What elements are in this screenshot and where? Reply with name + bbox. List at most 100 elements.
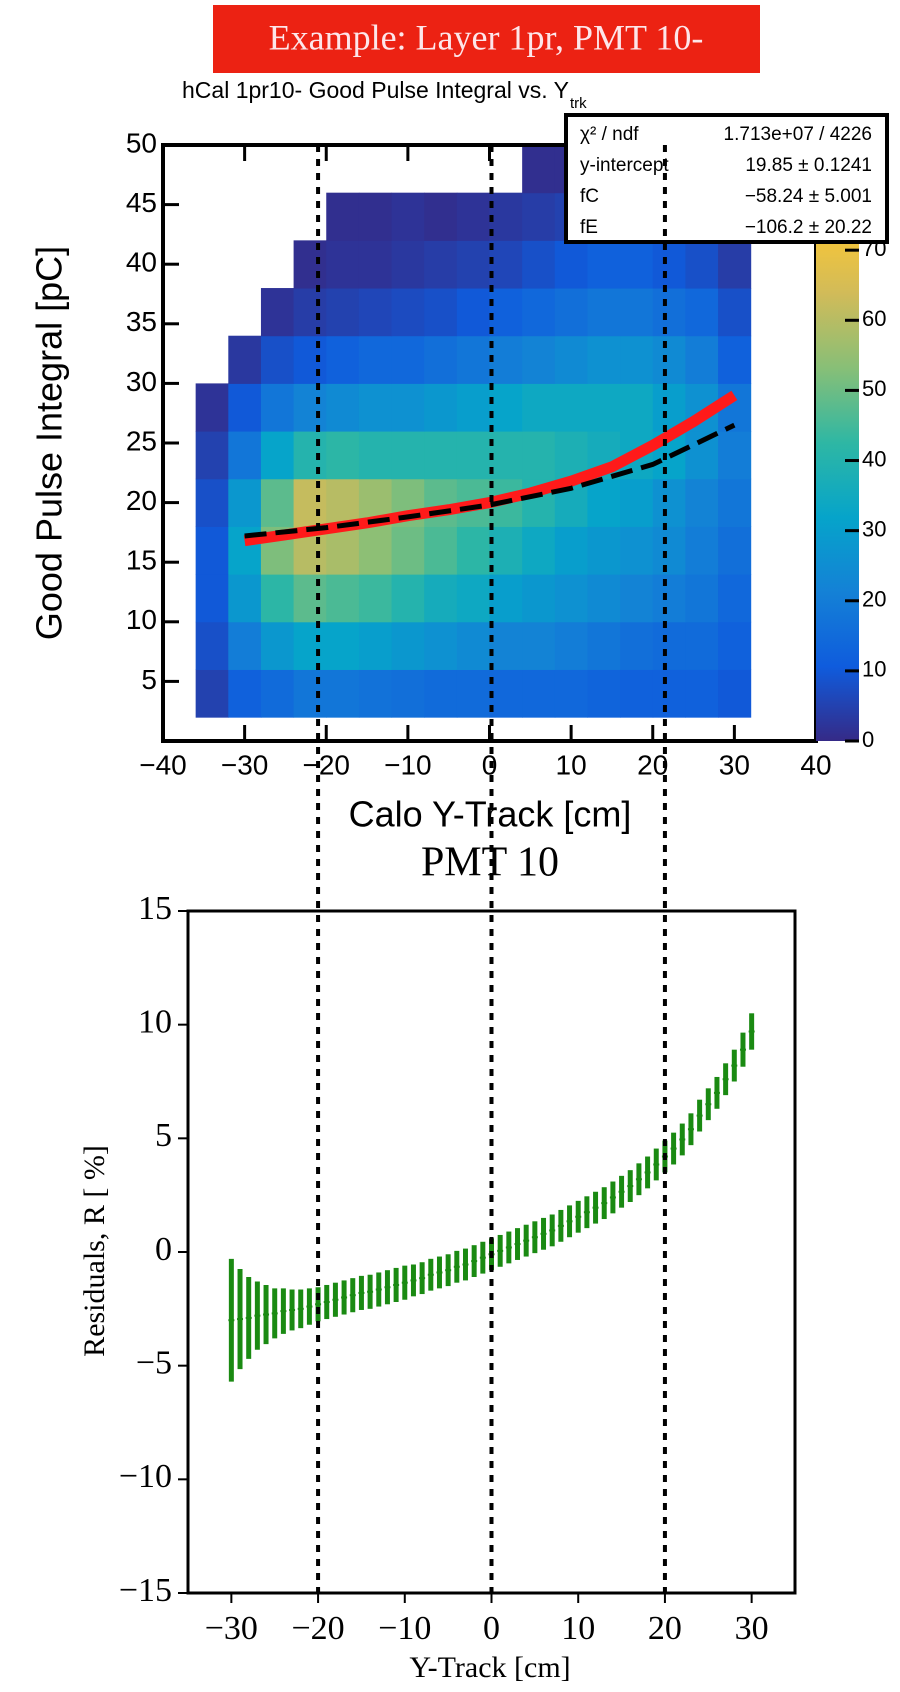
heatmap-cell — [424, 335, 458, 384]
z-tick-label: 10 — [862, 657, 886, 682]
heatmap-cell — [522, 335, 556, 384]
x-tick-label: −10 — [378, 1610, 431, 1647]
heatmap-cell — [456, 335, 490, 384]
heatmap-cell — [620, 621, 654, 670]
heatmap-cell — [391, 431, 425, 480]
heatmap-cell — [652, 478, 686, 527]
heatmap-cell — [424, 240, 458, 289]
heatmap-cell — [522, 145, 556, 194]
chart-title-subscript: trk — [570, 95, 587, 112]
y-tick-label: 20 — [126, 485, 157, 516]
x-axis-label: Y-Track [cm] — [409, 1651, 570, 1684]
heatmap-cell — [587, 288, 621, 337]
heatmap-cell — [424, 574, 458, 623]
heatmap-cell — [358, 288, 393, 337]
y-tick-label: 40 — [126, 247, 157, 278]
heatmap-cell — [195, 526, 229, 575]
heatmap-cell — [358, 526, 393, 575]
heatmap-cell — [718, 478, 752, 527]
heatmap-cell — [293, 335, 327, 384]
z-tick-label: 0 — [862, 727, 874, 752]
heatmap-cell — [391, 335, 425, 384]
heatmap-cell — [554, 574, 588, 623]
heatmap-cell — [358, 431, 393, 480]
heatmap-cell — [424, 478, 458, 527]
heatmap-cell — [260, 335, 295, 384]
heatmap-cell — [554, 240, 588, 289]
heatmap-cell — [326, 526, 360, 575]
heatmap-cell — [456, 574, 490, 623]
heatmap-cell — [457, 145, 490, 193]
heatmap-cell — [685, 621, 719, 670]
heatmap-cell — [228, 288, 261, 336]
x-tick-label: −30 — [221, 749, 269, 780]
x-tick-label: 20 — [648, 1610, 682, 1647]
y-tick-label: −15 — [119, 1572, 172, 1609]
heatmap-cell — [554, 335, 588, 384]
heatmap-cell — [195, 574, 229, 623]
x-tick-label: 40 — [800, 749, 831, 780]
heatmap-cell — [391, 383, 425, 432]
heatmap-cell — [652, 574, 686, 623]
heatmap-cell — [587, 335, 621, 384]
heatmap-cell — [489, 574, 523, 623]
heatmap-cell — [522, 192, 556, 241]
y-tick-label: 10 — [126, 604, 157, 635]
heatmap-cell — [195, 621, 229, 670]
heatmap-cell — [522, 431, 556, 480]
stats-label: χ² / ndf — [580, 124, 639, 145]
heatmap-cell — [293, 288, 327, 337]
heatmap-cell — [456, 192, 490, 241]
x-tick-label: −20 — [303, 749, 351, 780]
x-tick-label: 30 — [719, 749, 750, 780]
x-tick-label: 0 — [483, 1610, 500, 1647]
heatmap-cell — [358, 335, 393, 384]
heatmap-cell — [326, 240, 360, 289]
heatmap-cell — [196, 145, 229, 193]
heatmap-cell — [554, 669, 588, 718]
heatmap-cell — [358, 621, 393, 670]
heatmap-cell — [620, 240, 654, 289]
heatmap-cell — [228, 431, 262, 480]
heatmap-cell — [620, 478, 654, 527]
heatmap-cell — [391, 192, 425, 241]
heatmap-cell — [293, 621, 327, 670]
heatmap-cell — [261, 240, 294, 288]
heatmap-cell — [587, 478, 621, 527]
heatmap-cell — [456, 669, 490, 718]
heatmap-cell — [195, 669, 229, 718]
heatmap-cell — [326, 621, 360, 670]
x-tick-label: −30 — [205, 1610, 258, 1647]
y-tick-label: 5 — [141, 664, 157, 695]
heatmap-cell — [620, 288, 654, 337]
heatmap-cell — [522, 383, 556, 432]
heatmap-cell — [195, 383, 229, 432]
heatmap-cell — [652, 526, 686, 575]
y-tick-label: 25 — [126, 425, 157, 456]
stats-label: fE — [580, 217, 598, 238]
stats-value: −106.2 ± 20.22 — [745, 217, 872, 238]
heatmap-cell — [620, 526, 654, 575]
heatmap-cell — [587, 621, 621, 670]
heatmap-cell — [685, 478, 719, 527]
heatmap-cell — [293, 669, 327, 718]
heatmap-cell — [652, 335, 686, 384]
heatmap-cell — [228, 383, 262, 432]
heatmap-cell — [260, 574, 295, 623]
heatmap-cell — [424, 621, 458, 670]
heatmap-cell — [718, 526, 752, 575]
heatmap-cell — [228, 621, 262, 670]
heatmap-cell — [522, 621, 556, 670]
heatmap-cell — [652, 669, 686, 718]
heatmap-cell — [718, 288, 752, 337]
heatmap-cell — [489, 431, 523, 480]
heatmap-cell — [195, 478, 229, 527]
y-tick-label: 10 — [138, 1003, 172, 1040]
heatmap-cell — [489, 383, 523, 432]
heatmap-cell — [358, 574, 393, 623]
z-tick-label: 50 — [862, 376, 886, 401]
heatmap-cell — [228, 574, 262, 623]
heatmap-cell — [489, 288, 523, 337]
heatmap-cell — [326, 383, 360, 432]
heatmap-cell — [326, 145, 359, 193]
